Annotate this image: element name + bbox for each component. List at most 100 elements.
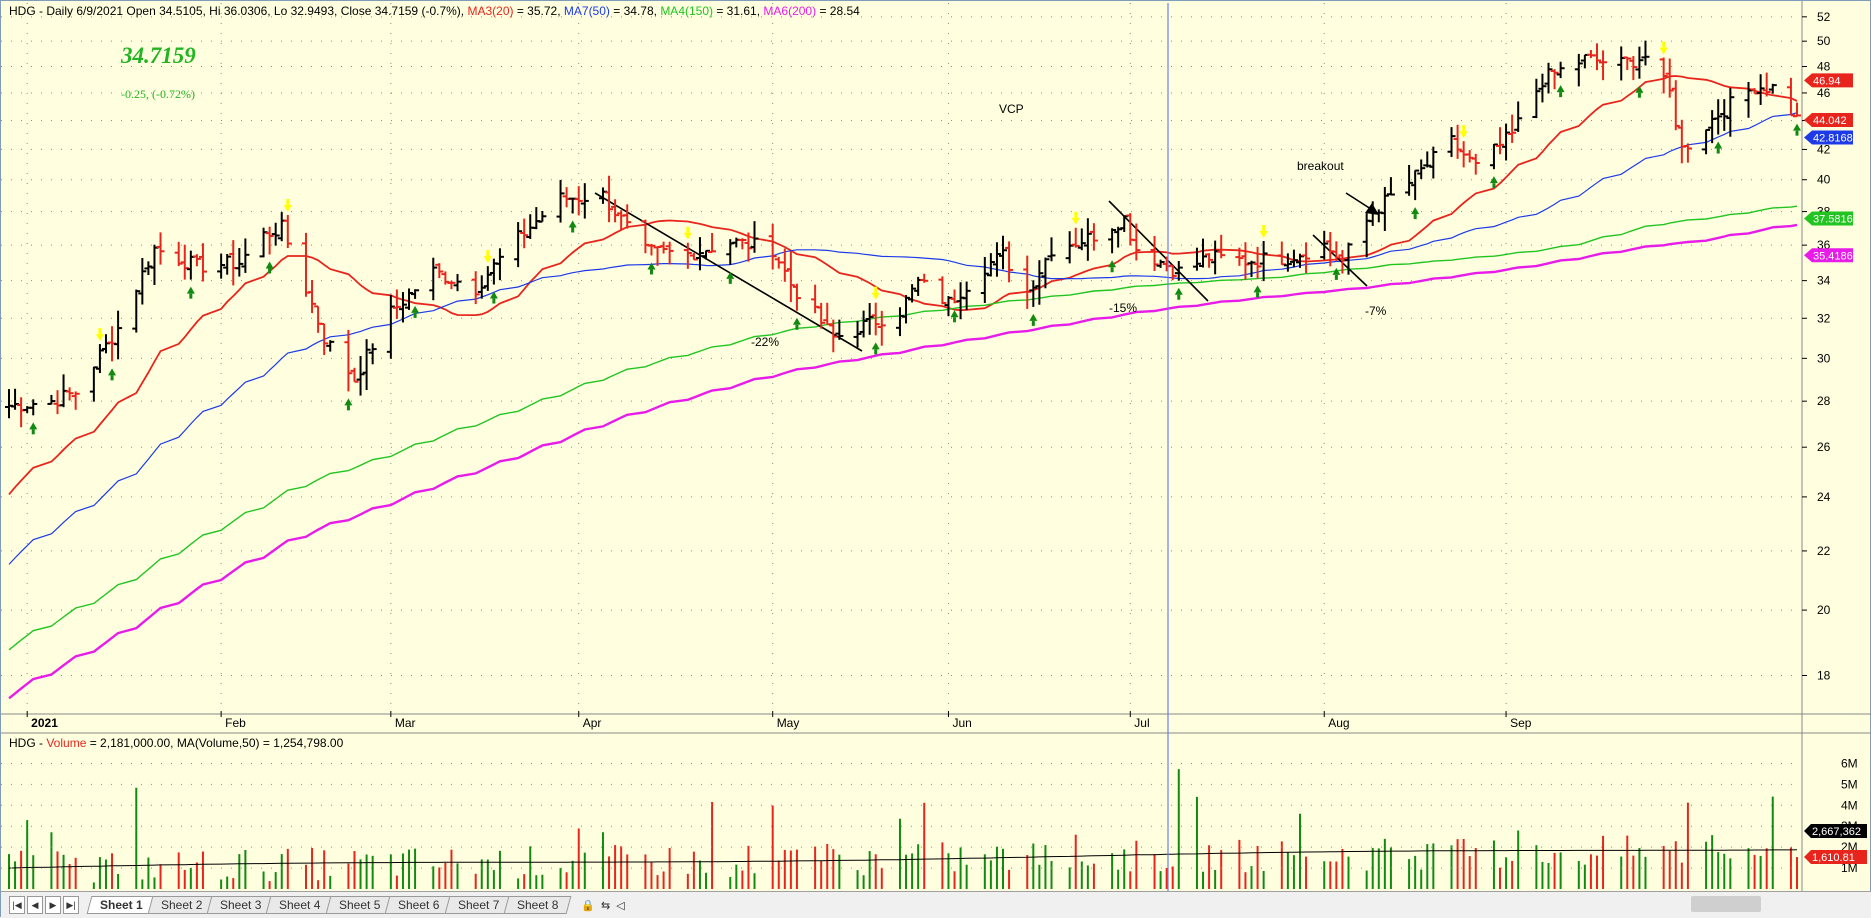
price-bar [1089,223,1098,251]
sheet-nav-button-0[interactable]: |◀ [9,896,25,914]
price-bar [1235,247,1244,266]
price-bar [768,223,777,270]
sheet-tab-list: Sheet 1 Sheet 2 Sheet 3 Sheet 4 Sheet 5 Sheet… [86,896,572,914]
price-bar [265,226,274,255]
svg-text:1,610.81: 1,610.81 [1812,852,1855,864]
price-bar [1199,238,1208,268]
buy-signal-arrow [792,317,801,325]
buy-signal-stem [1256,292,1260,298]
sell-signal-stem [686,226,690,233]
tab-sheet-3[interactable]: Sheet 3 [206,896,275,914]
price-bar [1508,114,1517,143]
buy-signal-arrow [568,220,577,228]
sheet-nav-button-3[interactable]: ▶| [63,896,79,914]
volume-bars [8,769,1798,889]
ma-value-tag: 46.94 [1804,73,1853,88]
buy-signal-stem [189,293,193,299]
price-bar [999,235,1008,270]
sell-signal-arrow [1459,131,1468,139]
price-bar [1302,242,1311,274]
price-bar [1259,240,1268,282]
price-bar [271,222,280,246]
price-tick-label: 52 [1817,10,1831,24]
buy-signal-arrow [1635,85,1644,93]
volume-tick-label: 6M [1841,756,1858,770]
tab-sheet-2[interactable]: Sheet 2 [147,896,216,914]
price-bar [326,340,335,352]
price-bar [95,344,104,374]
price-bar [1471,153,1480,175]
price-bar [1756,74,1765,105]
price-bar [1629,56,1638,81]
price-bar [1205,253,1214,268]
annotation-pct-15: -15% [1109,301,1137,315]
sheet-control-0[interactable]: 🔒 [581,899,596,912]
price-tick-label: 50 [1817,34,1831,48]
price-bar [1047,237,1056,262]
buy-signal-arrow [108,368,117,376]
price-bar [792,283,801,311]
tab-sheet-6[interactable]: Sheet 6 [384,896,453,914]
date-tick-label: Jul [1134,716,1149,730]
price-bar [1702,128,1711,155]
sell-signal-arrow [483,256,492,264]
price-bar [320,322,329,356]
annotation-breakout: breakout [1297,159,1344,173]
sheet-nav-button-1[interactable]: ◀ [27,896,43,914]
price-bar [611,199,620,223]
price-bar [1192,247,1201,271]
price-bar [1411,169,1420,201]
price-bar [29,399,38,416]
volume-value-tag: 1,610.81 [1804,850,1867,864]
date-tick-label: May [777,716,800,730]
price-bar [1665,58,1674,98]
buy-signal-arrow [726,271,735,279]
sell-signal-arrow [683,232,692,240]
date-axis: 2021 Feb Mar Apr May Jun Jul Aug Sep [26,711,1532,730]
tab-sheet-8[interactable]: Sheet 8 [503,896,572,914]
sheet-nav-button-2[interactable]: ▶ [45,896,61,914]
sheet-control-2[interactable]: ◁ [616,899,625,912]
buy-signal-stem [31,429,35,435]
sell-signal-stem [1262,224,1266,231]
price-tick-label: 48 [1817,60,1831,74]
price-bar [665,241,674,265]
price-bar [405,288,414,310]
price-bar [647,243,656,256]
price-bar [1077,228,1086,251]
tab-sheet-5[interactable]: Sheet 5 [325,896,394,914]
price-bar [350,367,359,383]
price-bar [1168,264,1177,281]
big-change: -0.25, (-0.72%) [121,87,195,101]
price-bar [453,274,462,292]
sheet-control-1[interactable]: ⇆ [601,899,611,912]
price-bar [689,253,698,261]
chart-svg[interactable]: HDG - Daily 6/9/2021 Open 34.5105, Hi 36… [1,1,1871,891]
price-bar [574,186,583,216]
price-bar [1417,159,1426,179]
price-bar [495,248,504,281]
horizontal-scrollbar[interactable] [1691,896,1761,912]
tab-sheet-1[interactable]: Sheet 1 [86,896,157,914]
price-bar [174,241,183,267]
ma-value-tags: 46.94 44.042 42.8168 37.5816 35.4186 [1804,73,1853,263]
annotation-pct-7: -7% [1365,304,1387,318]
price-bar [1429,146,1438,179]
sell-signal-stem [286,199,290,206]
buy-signal-stem [874,349,878,355]
price-tick-label: 40 [1817,173,1831,187]
price-bar [871,302,880,336]
tab-sheet-7[interactable]: Sheet 7 [444,896,513,914]
buy-signal-stem [1031,320,1035,326]
tab-sheet-4[interactable]: Sheet 4 [266,896,335,914]
sell-signal-stem [1462,125,1466,132]
price-bar [944,296,953,317]
price-bar [308,279,317,314]
price-bar [702,249,711,260]
price-header: HDG - Daily 6/9/2021 Open 34.5105, Hi 36… [9,4,860,18]
price-bar [859,310,868,338]
price-bar [1217,234,1226,259]
date-tick-label: 2021 [31,716,58,730]
buy-signal-stem [1177,294,1181,300]
